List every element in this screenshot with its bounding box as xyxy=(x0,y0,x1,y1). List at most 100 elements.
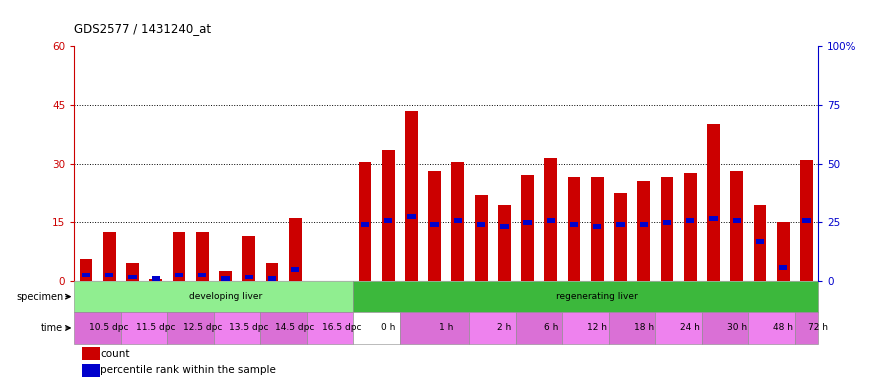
Bar xyxy=(593,224,601,228)
Bar xyxy=(523,220,532,225)
Bar xyxy=(384,218,392,223)
Bar xyxy=(756,240,764,244)
Bar xyxy=(614,193,627,281)
Bar xyxy=(477,222,486,227)
Text: regenerating liver: regenerating liver xyxy=(556,292,638,301)
Bar xyxy=(475,195,487,281)
Text: count: count xyxy=(101,349,130,359)
Bar xyxy=(686,218,695,223)
Bar xyxy=(547,218,555,223)
Bar xyxy=(242,236,256,281)
Bar xyxy=(265,263,278,281)
Bar xyxy=(800,160,813,281)
Bar xyxy=(637,181,650,281)
Bar xyxy=(354,312,400,344)
Bar xyxy=(794,312,818,344)
Bar xyxy=(382,150,395,281)
Text: GDS2577 / 1431240_at: GDS2577 / 1431240_at xyxy=(74,22,212,35)
Bar xyxy=(777,222,789,281)
Text: 18 h: 18 h xyxy=(634,323,654,333)
Bar xyxy=(268,276,276,281)
Bar xyxy=(172,232,186,281)
Bar xyxy=(244,275,253,280)
Text: 14.5 dpc: 14.5 dpc xyxy=(276,323,315,333)
Bar xyxy=(663,220,671,225)
Text: 13.5 dpc: 13.5 dpc xyxy=(229,323,269,333)
Text: 72 h: 72 h xyxy=(808,323,828,333)
Bar xyxy=(354,281,818,312)
Bar xyxy=(568,177,580,281)
Bar xyxy=(710,216,717,221)
Bar xyxy=(74,281,354,312)
Bar xyxy=(430,222,438,227)
Text: 48 h: 48 h xyxy=(774,323,794,333)
Text: developing liver: developing liver xyxy=(189,292,262,301)
Bar xyxy=(616,222,625,227)
Bar xyxy=(609,312,655,344)
Bar xyxy=(150,279,162,281)
Bar xyxy=(640,222,648,227)
Bar xyxy=(82,347,100,360)
Text: 10.5 dpc: 10.5 dpc xyxy=(89,323,129,333)
Text: percentile rank within the sample: percentile rank within the sample xyxy=(101,365,276,375)
Bar xyxy=(500,224,508,228)
Bar xyxy=(221,276,229,281)
Bar xyxy=(753,205,766,281)
Bar xyxy=(214,312,261,344)
Bar xyxy=(126,263,139,281)
Bar xyxy=(196,232,208,281)
Bar xyxy=(261,312,307,344)
Bar xyxy=(732,218,741,223)
Bar xyxy=(360,222,369,227)
Bar xyxy=(570,222,578,227)
Bar xyxy=(779,265,788,270)
Bar xyxy=(359,162,371,281)
Bar xyxy=(452,162,465,281)
Bar xyxy=(167,312,214,344)
Bar xyxy=(498,205,511,281)
Bar xyxy=(428,171,441,281)
Text: 2 h: 2 h xyxy=(497,323,512,333)
Bar xyxy=(661,177,674,281)
Bar xyxy=(591,177,604,281)
Text: specimen: specimen xyxy=(16,291,63,302)
Bar xyxy=(400,312,470,344)
Text: 1 h: 1 h xyxy=(439,323,453,333)
Bar xyxy=(80,260,93,281)
Bar xyxy=(802,218,810,223)
Bar xyxy=(289,218,302,281)
Bar xyxy=(82,273,90,278)
Bar xyxy=(655,312,702,344)
Bar xyxy=(129,275,136,280)
Bar xyxy=(407,214,416,219)
Bar xyxy=(563,312,609,344)
Bar xyxy=(405,111,417,281)
Bar xyxy=(175,273,183,278)
Bar xyxy=(516,312,563,344)
Text: 11.5 dpc: 11.5 dpc xyxy=(136,323,176,333)
Bar xyxy=(731,171,743,281)
Bar xyxy=(291,267,299,271)
Bar xyxy=(219,271,232,281)
Bar xyxy=(707,124,720,281)
Bar xyxy=(522,175,534,281)
Text: 30 h: 30 h xyxy=(727,323,747,333)
Text: 12 h: 12 h xyxy=(587,323,607,333)
Bar xyxy=(82,364,100,376)
Bar xyxy=(121,312,167,344)
Text: 24 h: 24 h xyxy=(681,323,700,333)
Text: 12.5 dpc: 12.5 dpc xyxy=(183,323,222,333)
Bar xyxy=(307,312,354,344)
Bar xyxy=(151,276,160,281)
Text: 0 h: 0 h xyxy=(381,323,396,333)
Text: time: time xyxy=(41,323,63,333)
Bar xyxy=(103,232,116,281)
Text: 16.5 dpc: 16.5 dpc xyxy=(322,323,361,333)
Text: 6 h: 6 h xyxy=(543,323,558,333)
Bar xyxy=(105,273,114,278)
Bar xyxy=(470,312,516,344)
Bar xyxy=(544,158,557,281)
Bar xyxy=(748,312,794,344)
Bar xyxy=(702,312,748,344)
Bar xyxy=(454,218,462,223)
